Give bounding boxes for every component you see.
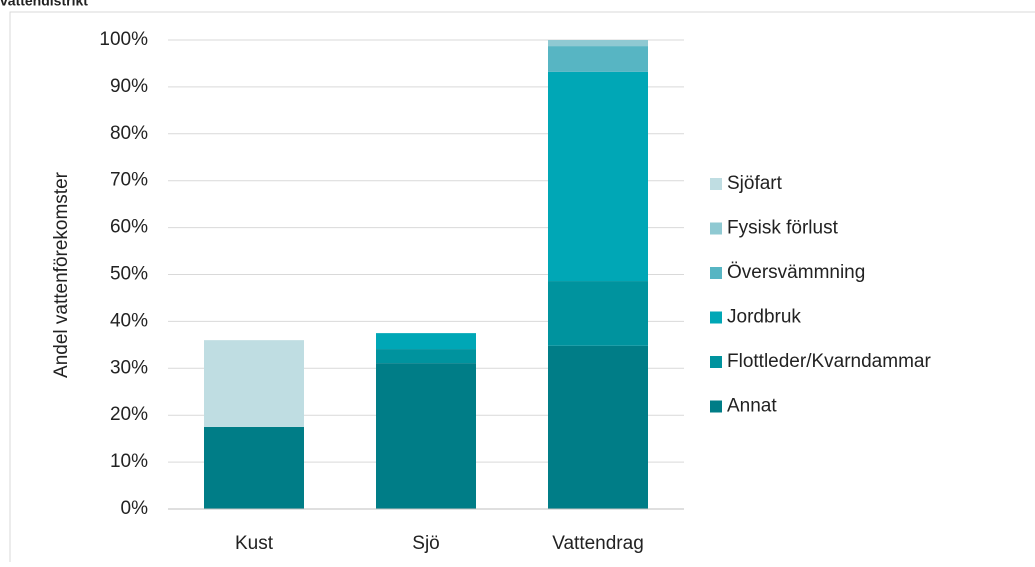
y-tick-label: 20% <box>110 404 148 425</box>
legend-swatch <box>710 311 722 324</box>
legend-swatch <box>710 400 722 413</box>
bar-segment <box>376 333 476 350</box>
legend-label: Flottleder/Kvarndammar <box>727 351 931 372</box>
chart-frame <box>9 11 1035 567</box>
y-tick-label: 40% <box>110 310 148 331</box>
bar-segment <box>376 363 476 509</box>
legend-swatch <box>710 178 722 190</box>
bar-segment <box>548 281 648 346</box>
y-tick-label: 50% <box>110 264 148 285</box>
y-tick-label: 60% <box>110 217 148 238</box>
x-tick-label: Sjö <box>412 533 439 554</box>
bar-segment <box>548 40 648 47</box>
y-tick-label: 90% <box>110 76 148 97</box>
y-tick-label: 100% <box>99 29 148 50</box>
y-tick-label: 70% <box>110 170 148 191</box>
legend-swatch <box>710 267 722 279</box>
legend-swatch <box>710 356 722 368</box>
legend-label: Jordbruk <box>727 307 801 328</box>
x-tick-label: Vattendrag <box>552 533 644 554</box>
legend-label: Fysisk förlust <box>727 218 839 239</box>
legend-label: Annat <box>727 396 777 417</box>
y-tick-label: 0% <box>121 498 149 519</box>
y-tick-label: 30% <box>110 357 148 378</box>
y-tick-label: 10% <box>110 451 148 472</box>
bar-segment <box>548 46 648 72</box>
y-tick-label: 80% <box>110 123 148 144</box>
chart-title: vattendistrikt <box>0 0 88 9</box>
bar-segment <box>204 340 304 427</box>
x-tick-label: Kust <box>235 533 274 554</box>
bar-segment <box>204 426 304 509</box>
y-axis-title: Andel vattenförekomster <box>51 171 72 378</box>
legend-swatch <box>710 222 722 235</box>
bar-segment <box>548 345 648 509</box>
bar-segment <box>376 349 476 364</box>
legend-label: Sjöfart <box>727 173 783 194</box>
legend-label: Översvämmning <box>727 262 865 283</box>
bar-segment <box>548 71 648 282</box>
